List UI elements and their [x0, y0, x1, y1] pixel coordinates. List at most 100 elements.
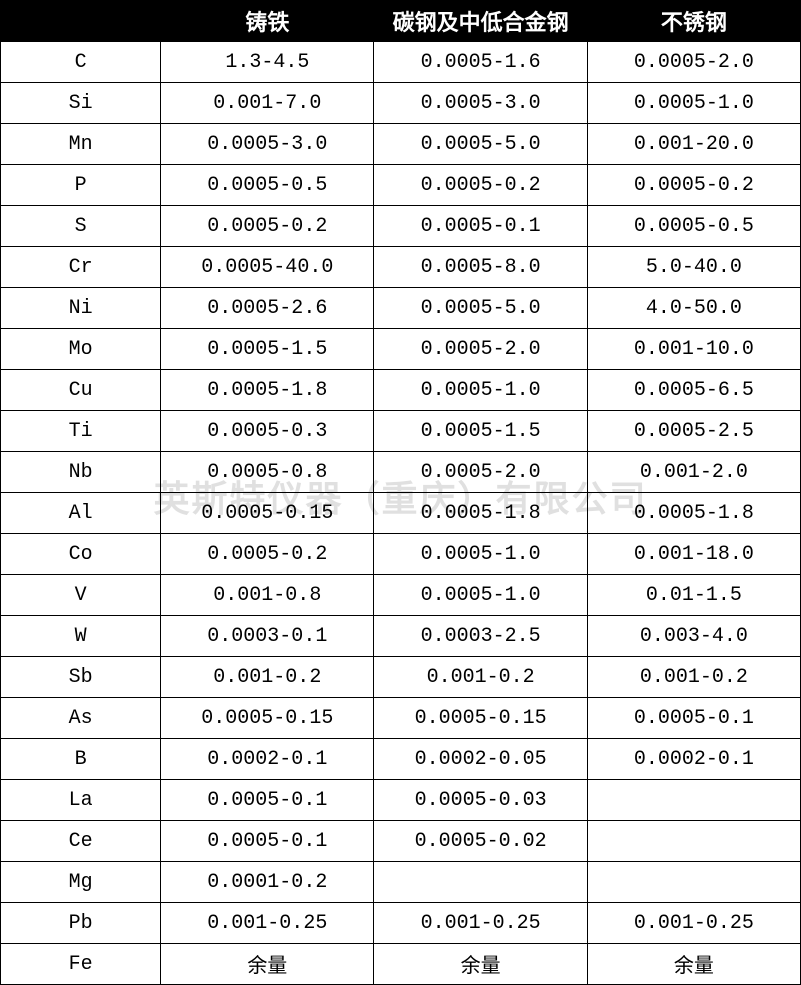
cell-value: 0.0005-0.8: [161, 452, 374, 493]
table-row: P0.0005-0.50.0005-0.20.0005-0.2: [1, 165, 801, 206]
cell-element: Cu: [1, 370, 161, 411]
table-row: B0.0002-0.10.0002-0.050.0002-0.1: [1, 739, 801, 780]
table-row: Fe余量余量余量: [1, 944, 801, 985]
table-row: La0.0005-0.10.0005-0.03: [1, 780, 801, 821]
cell-value: 0.0003-2.5: [374, 616, 587, 657]
cell-element: Ti: [1, 411, 161, 452]
cell-value: 0.0003-0.1: [161, 616, 374, 657]
cell-element: Mo: [1, 329, 161, 370]
cell-value: 0.0005-0.1: [374, 206, 587, 247]
cell-element: La: [1, 780, 161, 821]
cell-element: S: [1, 206, 161, 247]
table-row: Ni0.0005-2.60.0005-5.04.0-50.0: [1, 288, 801, 329]
table-row: Mn0.0005-3.00.0005-5.00.001-20.0: [1, 124, 801, 165]
cell-value: 0.0005-3.0: [374, 83, 587, 124]
cell-value: 0.0005-0.5: [587, 206, 800, 247]
cell-element: Cr: [1, 247, 161, 288]
cell-value: 余量: [587, 944, 800, 985]
cell-element: Fe: [1, 944, 161, 985]
cell-value: 余量: [161, 944, 374, 985]
cell-value: 0.001-20.0: [587, 124, 800, 165]
table-row: Co0.0005-0.20.0005-1.00.001-18.0: [1, 534, 801, 575]
cell-value: 0.001-0.2: [161, 657, 374, 698]
table-row: C1.3-4.50.0005-1.60.0005-2.0: [1, 42, 801, 83]
cell-value: 0.0005-3.0: [161, 124, 374, 165]
cell-value: 1.3-4.5: [161, 42, 374, 83]
cell-value: 0.0005-0.3: [161, 411, 374, 452]
cell-value: 0.0005-2.6: [161, 288, 374, 329]
cell-element: Ce: [1, 821, 161, 862]
cell-value: 0.001-0.25: [161, 903, 374, 944]
cell-value: 0.0005-2.5: [587, 411, 800, 452]
table-row: Ti0.0005-0.30.0005-1.50.0005-2.5: [1, 411, 801, 452]
table-row: Al0.0005-0.150.0005-1.80.0005-1.8: [1, 493, 801, 534]
cell-element: Ni: [1, 288, 161, 329]
table-body: C1.3-4.50.0005-1.60.0005-2.0Si0.001-7.00…: [1, 42, 801, 985]
cell-value: 0.0005-0.03: [374, 780, 587, 821]
cell-value: 0.001-0.2: [587, 657, 800, 698]
cell-value: 0.0005-1.0: [587, 83, 800, 124]
cell-value: 0.001-10.0: [587, 329, 800, 370]
cell-value: 0.001-0.25: [374, 903, 587, 944]
cell-element: Nb: [1, 452, 161, 493]
cell-element: As: [1, 698, 161, 739]
cell-value: 5.0-40.0: [587, 247, 800, 288]
cell-value: 0.0005-0.2: [587, 165, 800, 206]
cell-value: 0.0005-0.02: [374, 821, 587, 862]
cell-element: Pb: [1, 903, 161, 944]
cell-value: 0.0005-2.0: [374, 452, 587, 493]
cell-value: 0.0005-1.0: [374, 370, 587, 411]
cell-element: Sb: [1, 657, 161, 698]
cell-value: 0.0005-1.5: [374, 411, 587, 452]
cell-element: C: [1, 42, 161, 83]
cell-value: 0.0005-0.2: [374, 165, 587, 206]
table-row: W0.0003-0.10.0003-2.50.003-4.0: [1, 616, 801, 657]
cell-value: 0.0005-1.8: [374, 493, 587, 534]
table-row: Nb0.0005-0.80.0005-2.00.001-2.0: [1, 452, 801, 493]
cell-value: 0.0005-1.6: [374, 42, 587, 83]
table-row: Mg0.0001-0.2: [1, 862, 801, 903]
cell-value: 0.0005-5.0: [374, 288, 587, 329]
cell-value: 0.001-0.8: [161, 575, 374, 616]
cell-element: B: [1, 739, 161, 780]
cell-value: [587, 821, 800, 862]
cell-value: 0.0005-2.0: [374, 329, 587, 370]
cell-element: Si: [1, 83, 161, 124]
cell-value: 0.0002-0.1: [587, 739, 800, 780]
cell-value: 0.0005-0.2: [161, 206, 374, 247]
cell-value: [374, 862, 587, 903]
cell-value: 0.0005-0.1: [587, 698, 800, 739]
cell-value: 0.003-4.0: [587, 616, 800, 657]
cell-element: P: [1, 165, 161, 206]
cell-value: 0.001-0.2: [374, 657, 587, 698]
table-row: S0.0005-0.20.0005-0.10.0005-0.5: [1, 206, 801, 247]
cell-value: 0.0005-40.0: [161, 247, 374, 288]
col-header-carbon-steel: 碳钢及中低合金钢: [374, 1, 587, 42]
col-header-stainless: 不锈钢: [587, 1, 800, 42]
cell-value: 0.0005-0.1: [161, 780, 374, 821]
table-header-row: 铸铁 碳钢及中低合金钢 不锈钢: [1, 1, 801, 42]
composition-table: 铸铁 碳钢及中低合金钢 不锈钢 C1.3-4.50.0005-1.60.0005…: [0, 0, 801, 985]
cell-value: 0.0005-0.1: [161, 821, 374, 862]
cell-value: 0.0005-1.5: [161, 329, 374, 370]
table-row: Cu0.0005-1.80.0005-1.00.0005-6.5: [1, 370, 801, 411]
table-row: Sb0.001-0.20.001-0.20.001-0.2: [1, 657, 801, 698]
cell-element: W: [1, 616, 161, 657]
table-row: Mo0.0005-1.50.0005-2.00.001-10.0: [1, 329, 801, 370]
cell-value: 0.0005-0.15: [161, 493, 374, 534]
cell-value: 4.0-50.0: [587, 288, 800, 329]
cell-value: 0.0005-1.0: [374, 575, 587, 616]
cell-element: Co: [1, 534, 161, 575]
cell-value: 0.001-0.25: [587, 903, 800, 944]
cell-value: 0.0005-1.8: [587, 493, 800, 534]
cell-value: 0.0005-1.8: [161, 370, 374, 411]
cell-element: Mg: [1, 862, 161, 903]
cell-value: 0.001-7.0: [161, 83, 374, 124]
cell-value: 0.0005-5.0: [374, 124, 587, 165]
cell-value: 0.0005-0.15: [374, 698, 587, 739]
table-row: V0.001-0.80.0005-1.00.01-1.5: [1, 575, 801, 616]
cell-value: 0.0005-6.5: [587, 370, 800, 411]
cell-value: 0.0005-0.2: [161, 534, 374, 575]
col-header-cast-iron: 铸铁: [161, 1, 374, 42]
cell-value: 0.0005-0.15: [161, 698, 374, 739]
